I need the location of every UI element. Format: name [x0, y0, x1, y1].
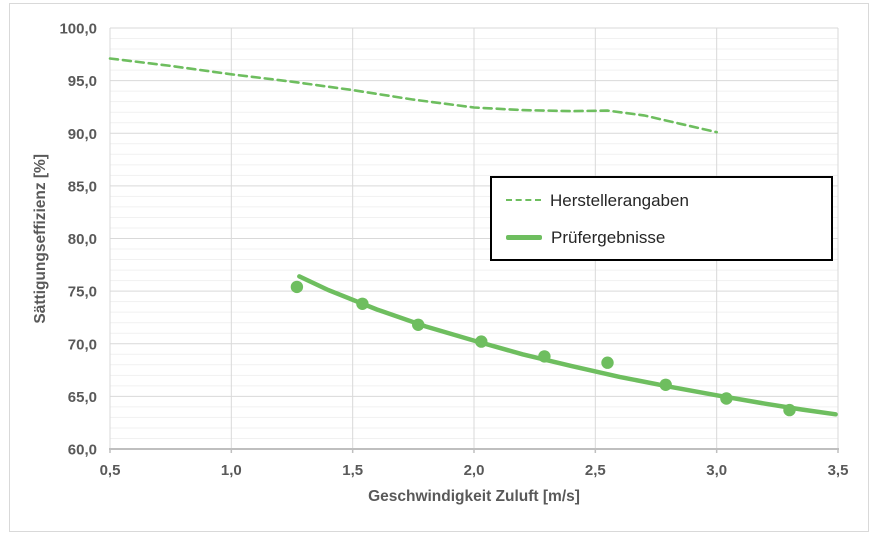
y-axis-title-wrap: Sättigungseffizienz [%] — [28, 28, 54, 449]
series-pruefergebnisse-marker — [659, 378, 672, 391]
x-tick-label: 1,0 — [221, 462, 242, 479]
legend-item-pruefergebnisse: Prüfergebnisse — [506, 226, 831, 248]
y-tick-label: 100,0 — [59, 21, 97, 38]
series-pruefergebnisse-marker — [601, 356, 614, 369]
dashed-line-sample-icon — [506, 199, 541, 201]
series-pruefergebnisse-marker — [720, 392, 733, 405]
x-tick-label: 2,5 — [585, 462, 606, 479]
solid-line-sample-icon — [506, 234, 542, 240]
y-tick-label: 75,0 — [68, 284, 97, 301]
y-axis-title: Sättigungseffizienz [%] — [32, 153, 49, 324]
x-tick-label: 0,5 — [100, 462, 121, 479]
legend-label: Herstellerangaben — [550, 190, 689, 210]
y-tick-label: 80,0 — [68, 231, 97, 248]
series-pruefergebnisse-marker — [412, 318, 425, 331]
legend-item-herstellerangaben: Herstellerangaben — [506, 189, 831, 211]
x-tick-label: 3,5 — [828, 462, 849, 479]
series-pruefergebnisse-marker — [783, 403, 796, 417]
series-pruefergebnisse-marker — [290, 280, 304, 294]
y-tick-label: 90,0 — [68, 126, 97, 143]
y-tick-label: 70,0 — [68, 336, 97, 353]
y-tick-label: 95,0 — [68, 73, 97, 90]
series-pruefergebnisse-marker — [475, 335, 488, 348]
y-tick-label: 85,0 — [68, 178, 97, 195]
series-pruefergebnisse-marker — [356, 297, 369, 310]
x-tick-label: 2,0 — [464, 462, 485, 479]
y-tick-label: 65,0 — [68, 389, 97, 406]
y-tick-label: 60,0 — [68, 442, 97, 459]
legend: Herstellerangaben Prüfergebnisse — [490, 176, 833, 261]
x-tick-label: 1,5 — [342, 462, 363, 479]
series-pruefergebnisse-marker — [538, 350, 551, 363]
legend-label: Prüfergebnisse — [551, 227, 666, 247]
series-herstellerangaben-line — [108, 57, 718, 134]
x-axis-title: Geschwindigkeit Zuluft [m/s] — [368, 488, 580, 505]
series-pruefergebnisse-trendline — [297, 274, 838, 417]
x-tick-label: 3,0 — [706, 462, 727, 479]
